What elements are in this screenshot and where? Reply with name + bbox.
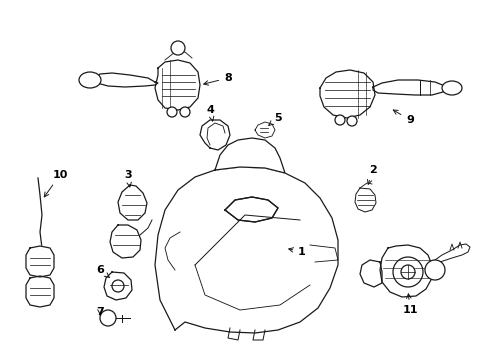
Circle shape [171, 41, 184, 55]
Circle shape [424, 260, 444, 280]
Polygon shape [319, 70, 374, 118]
Polygon shape [254, 122, 274, 138]
Polygon shape [372, 80, 444, 95]
Polygon shape [155, 60, 200, 110]
Polygon shape [431, 244, 469, 265]
Polygon shape [155, 167, 337, 333]
Text: 4: 4 [205, 105, 214, 121]
Text: 7: 7 [96, 307, 103, 317]
Polygon shape [359, 260, 381, 287]
Ellipse shape [441, 81, 461, 95]
Polygon shape [95, 73, 158, 87]
Ellipse shape [79, 72, 101, 88]
Text: 2: 2 [367, 165, 376, 184]
Text: 10: 10 [44, 170, 67, 197]
Circle shape [112, 280, 124, 292]
Circle shape [392, 257, 422, 287]
Polygon shape [200, 120, 229, 150]
Polygon shape [379, 245, 431, 297]
Text: 3: 3 [124, 170, 132, 187]
Text: 6: 6 [96, 265, 109, 278]
Text: 11: 11 [402, 294, 417, 315]
Polygon shape [26, 276, 54, 307]
Circle shape [400, 265, 414, 279]
Polygon shape [104, 272, 132, 300]
Text: 9: 9 [392, 110, 413, 125]
Circle shape [180, 107, 190, 117]
Polygon shape [110, 225, 141, 258]
Text: 8: 8 [203, 73, 231, 85]
Circle shape [100, 310, 116, 326]
Polygon shape [224, 197, 278, 222]
Polygon shape [354, 188, 375, 212]
Text: 1: 1 [288, 247, 305, 257]
Circle shape [167, 107, 177, 117]
Polygon shape [26, 246, 54, 277]
Polygon shape [215, 138, 285, 173]
Text: 5: 5 [268, 113, 281, 125]
Polygon shape [118, 185, 147, 220]
Circle shape [334, 115, 345, 125]
Circle shape [346, 116, 356, 126]
